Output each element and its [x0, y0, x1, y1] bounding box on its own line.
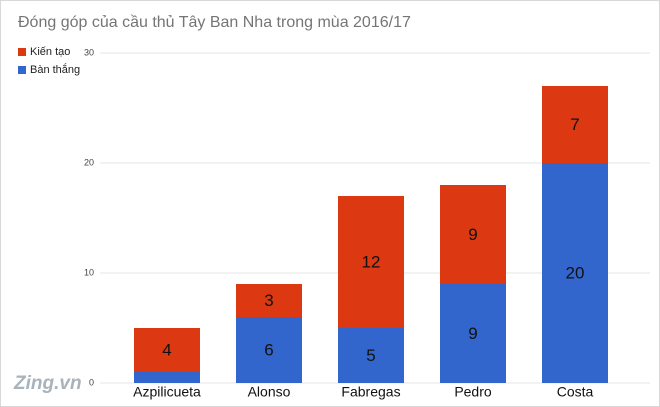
bar-segment — [134, 328, 200, 372]
bar-segment — [542, 163, 608, 383]
y-tick-label: 20 — [84, 157, 94, 167]
bar-segment — [440, 185, 506, 284]
bar-segment — [236, 284, 302, 317]
data-label: 4 — [162, 340, 171, 359]
x-tick-label: Azpilicueta — [133, 384, 201, 400]
y-tick-label: 30 — [84, 47, 94, 57]
x-tick-label: Fabregas — [341, 384, 400, 400]
chart-title: Đóng góp của cầu thủ Tây Ban Nha trong m… — [18, 14, 411, 31]
bar-segment — [338, 196, 404, 328]
data-label: 20 — [566, 263, 585, 282]
bar-segment — [338, 328, 404, 383]
legend-label: Kiến tạo — [30, 46, 70, 58]
x-tick-label: Alonso — [248, 384, 291, 400]
legend-swatch — [18, 48, 26, 56]
bar-segment — [236, 317, 302, 383]
legend-label: Bàn thắng — [30, 63, 80, 76]
bar-segment — [440, 284, 506, 383]
watermark: Zing.vn — [13, 373, 82, 394]
bar-segment — [134, 372, 200, 383]
legend-swatch — [18, 66, 26, 74]
x-tick-label: Costa — [557, 384, 594, 400]
data-label: 5 — [366, 346, 375, 365]
x-tick-label: Pedro — [454, 384, 492, 400]
data-label: 9 — [468, 225, 477, 244]
data-label: 3 — [264, 291, 273, 310]
data-label: 12 — [362, 252, 381, 271]
data-label: 7 — [570, 115, 579, 134]
data-label: 6 — [264, 340, 273, 359]
data-label: 9 — [468, 324, 477, 343]
bar-segment — [542, 86, 608, 163]
y-tick-label: 0 — [89, 377, 94, 387]
y-tick-label: 10 — [84, 267, 94, 277]
